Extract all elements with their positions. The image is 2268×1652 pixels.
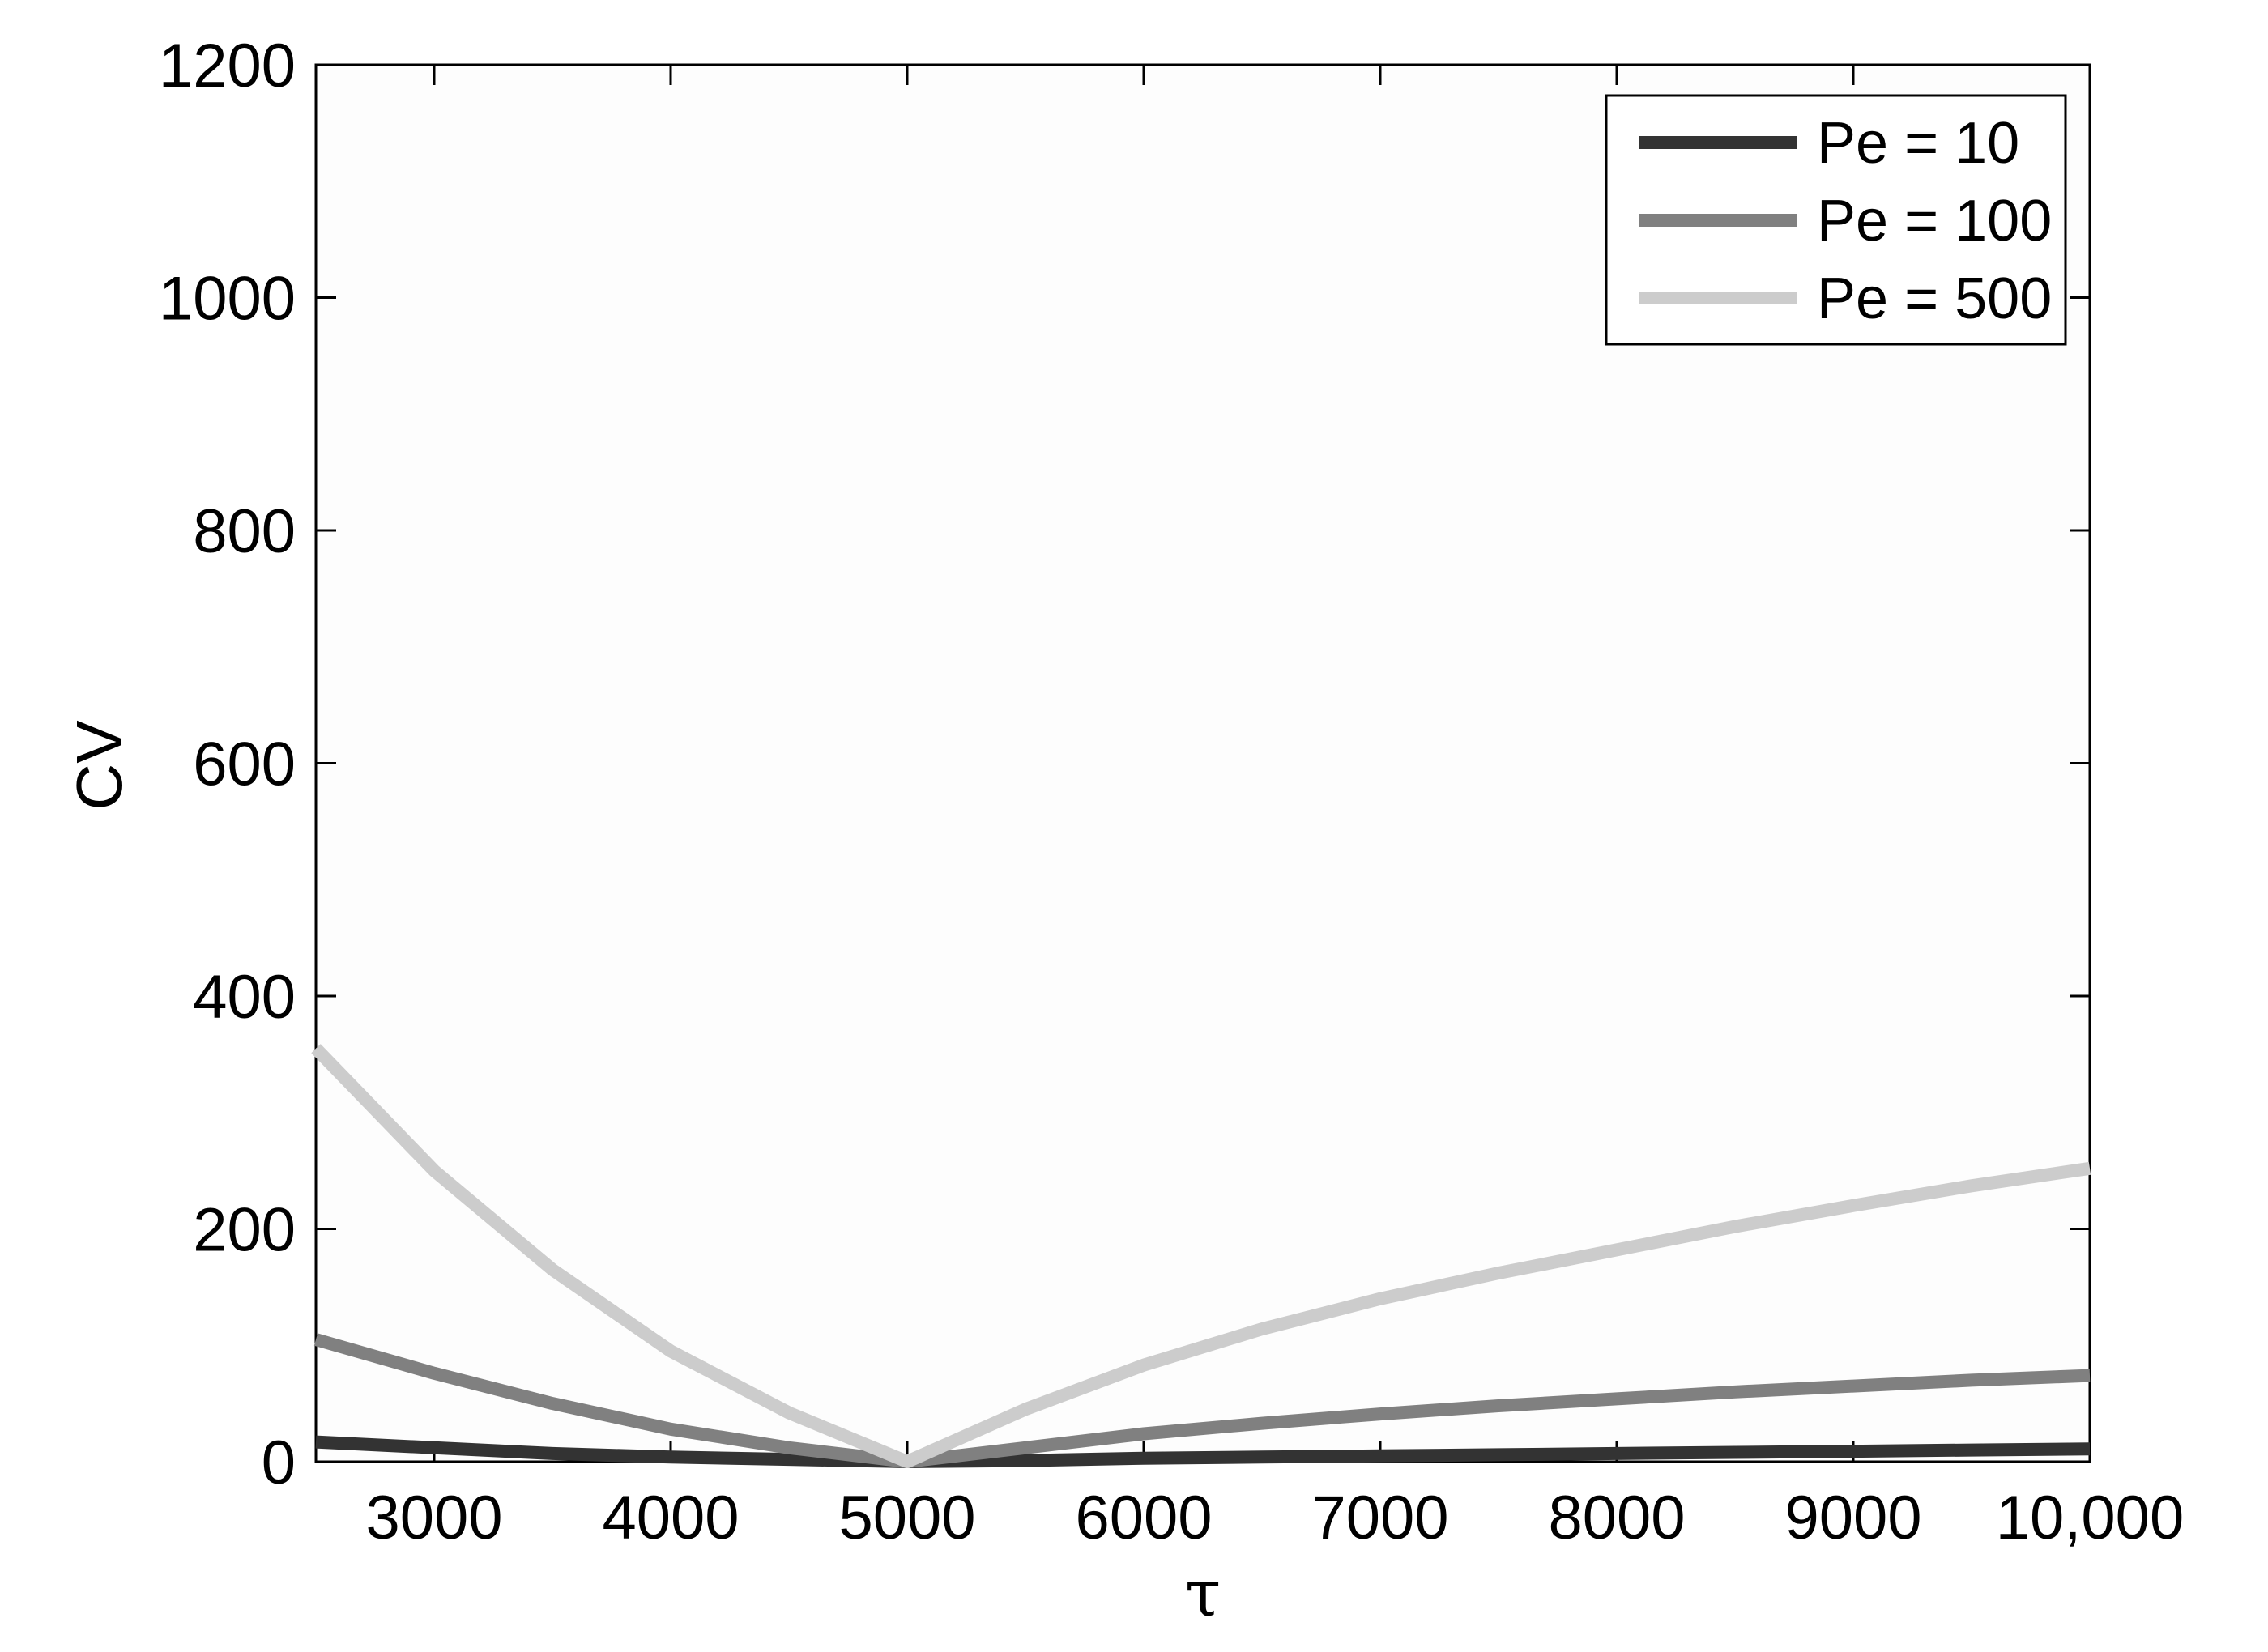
series-line-1 [315,1435,2091,1468]
y-tick-label: 1000 [159,265,296,334]
x-tick-label: 7000 [1311,1484,1448,1552]
x-tick-label: 9000 [1784,1484,1921,1552]
x-tick-label: 6000 [1075,1484,1212,1552]
y-tick-label: 1200 [159,32,296,100]
y-tick-label: 200 [193,1196,296,1265]
legend-label-3: Pe = 500 [1817,266,2052,331]
y-axis-title: CV [63,720,135,811]
series-line-2 [313,1333,2091,1468]
y-tick-label: 600 [193,730,296,799]
series-line-3 [311,1044,2091,1468]
x-tick-labels: 3000 4000 5000 6000 7000 8000 9000 10,000 [365,1484,2184,1552]
y-tick-label: 0 [262,1428,296,1497]
x-tick-label: 4000 [602,1484,739,1552]
x-axis-title: τ [1185,1556,1221,1631]
y-tick-labels: 0 200 400 600 800 1000 1200 [159,32,296,1497]
x-tick-label: 8000 [1548,1484,1685,1552]
x-tick-label: 3000 [365,1484,502,1552]
y-tick-label: 800 [193,497,296,566]
legend-label-1: Pe = 10 [1817,111,2019,176]
x-tick-label: 5000 [838,1484,975,1552]
x-tick-label: 10,000 [1996,1484,2184,1552]
legend-label-2: Pe = 100 [1817,189,2052,253]
y-tick-label: 400 [193,963,296,1032]
legend: Pe = 10 Pe = 100 Pe = 500 [1605,94,2067,346]
legend-items: Pe = 10 Pe = 100 Pe = 500 [1639,111,2052,331]
series-lines [311,1044,2091,1468]
